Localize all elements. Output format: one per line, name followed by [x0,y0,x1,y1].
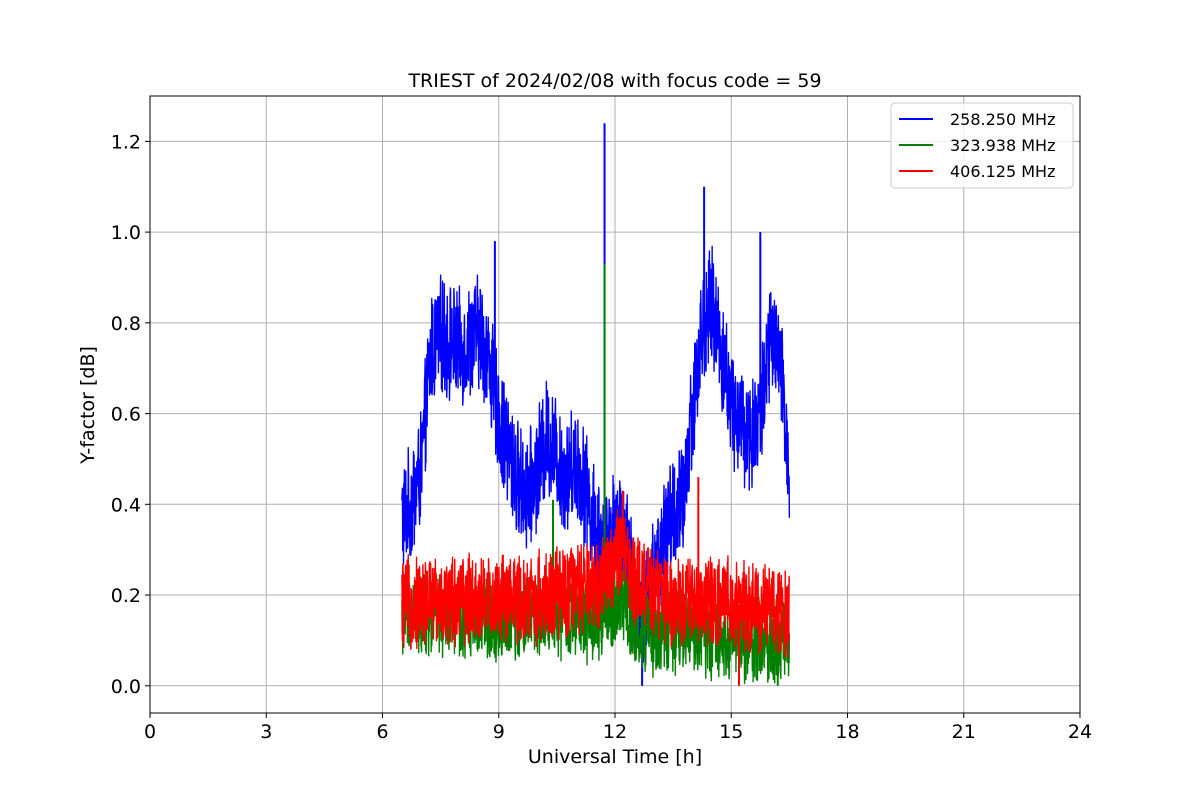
legend: 258.250 MHz 323.938 MHz 406.125 MHz [890,102,1074,189]
x-tick-label: 6 [376,721,388,743]
chart-title: TRIEST of 2024/02/08 with focus code = 5… [407,70,821,92]
legend-label-2: 323.938 MHz [950,136,1055,155]
series-line-3 [401,508,791,658]
legend-box [890,102,1074,189]
x-axis-ticks: 0 3 6 9 12 15 18 21 24 [144,713,1092,743]
legend-label-1: 258.250 MHz [950,110,1055,129]
y-tick-label: 0.2 [111,585,141,607]
x-tick-label: 24 [1068,721,1092,743]
x-tick-label: 15 [719,721,743,743]
y-tick-label: 0.6 [111,404,141,426]
y-tick-label: 1.0 [111,222,141,244]
y-tick-label: 0.4 [111,494,141,516]
x-tick-label: 18 [835,721,859,743]
series-line-1 [401,245,791,673]
x-tick-label: 9 [493,721,505,743]
y-axis-ticks: 0.0 0.2 0.4 0.6 0.8 1.0 1.2 [111,131,150,698]
x-tick-label: 3 [260,721,272,743]
legend-label-3: 406.125 MHz [950,162,1055,181]
x-tick-label: 12 [603,721,627,743]
x-tick-label: 21 [952,721,976,743]
y-tick-label: 0.8 [111,313,141,335]
y-axis-title: Y-factor [dB] [77,346,99,465]
x-tick-label: 0 [144,721,156,743]
series-layer [401,123,791,686]
x-axis-title: Universal Time [h] [528,746,702,768]
y-tick-label: 0.0 [111,676,141,698]
y-tick-label: 1.2 [111,131,141,153]
